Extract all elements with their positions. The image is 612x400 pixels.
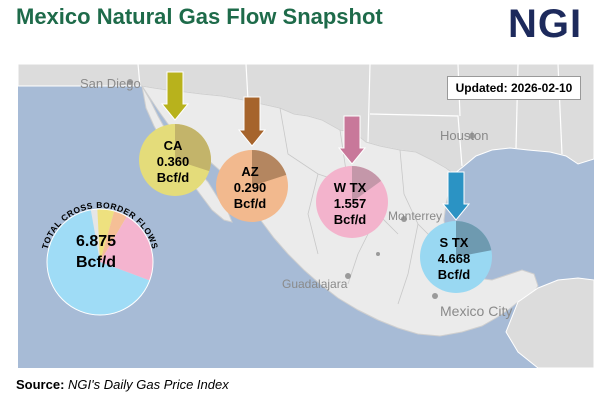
guadalajara-dot — [345, 273, 351, 279]
wtx-flow-unit: Bcf/d — [334, 212, 367, 227]
ca-region-name: CA — [164, 138, 183, 153]
mexico-city-dot — [432, 293, 438, 299]
total-flows-pie: TOTAL CROSS BORDER FLOWS 6.875 Bcf/d — [40, 200, 160, 316]
az-flow-unit: Bcf/d — [234, 196, 267, 211]
total-pie-slices — [47, 209, 153, 315]
az-bubble-wedge — [252, 150, 287, 186]
wtx-bubble-wedge — [352, 166, 382, 202]
stx-region-name: S TX — [440, 235, 469, 250]
az-flow-arrow-icon — [237, 96, 267, 147]
total-pie-slice-s-tx — [47, 209, 150, 315]
town-dot-2 — [376, 252, 380, 256]
ca-flow-arrow-icon — [160, 71, 190, 121]
source-note: Source: NGI's Daily Gas Price Index — [16, 377, 229, 392]
city-label-houston: Houston — [440, 128, 488, 143]
ngi-logo: NGI — [508, 2, 583, 46]
source-label: Source: — [16, 377, 65, 392]
city-label-monterrey: Monterrey — [388, 209, 442, 223]
total-flows-unit: Bcf/d — [76, 254, 116, 271]
city-label-guadalajara: Guadalajara — [282, 277, 348, 291]
wtx-flow-arrow-icon — [337, 115, 367, 165]
az-region-name: AZ — [241, 164, 258, 179]
san-diego-dot — [127, 79, 133, 85]
stx-flow-unit: Bcf/d — [438, 267, 471, 282]
monterrey-dot — [401, 216, 407, 222]
ca-flow-value: 0.360 — [157, 154, 190, 169]
total-pie-slice-ca — [97, 209, 115, 262]
total-flows-value: 6.875 — [76, 233, 116, 250]
wtx-flow-value: 1.557 — [334, 196, 367, 211]
city-label-mexico-city: Mexico City — [440, 303, 512, 319]
ca-flow-unit: Bcf/d — [157, 170, 190, 185]
yucatan-land — [505, 277, 594, 368]
source-text: NGI's Daily Gas Price Index — [68, 377, 229, 392]
city-label-san-diego: San Diego — [80, 76, 141, 91]
updated-badge: Updated: 2026-02-10 — [447, 76, 581, 100]
az-flow-value: 0.290 — [234, 180, 267, 195]
ca-bubble-wedge — [175, 124, 211, 172]
page-title: Mexico Natural Gas Flow Snapshot — [16, 4, 383, 29]
stx-flow-value: 4.668 — [438, 251, 471, 266]
total-pie-slice-w-tx — [100, 216, 153, 281]
stx-bubble-wedge — [456, 221, 492, 257]
houston-dot — [469, 133, 475, 139]
wtx-region-name: W TX — [334, 180, 367, 195]
total-pie-slice-az — [100, 210, 127, 262]
stx-flow-arrow-icon — [441, 171, 471, 221]
state-borders — [137, 64, 563, 167]
